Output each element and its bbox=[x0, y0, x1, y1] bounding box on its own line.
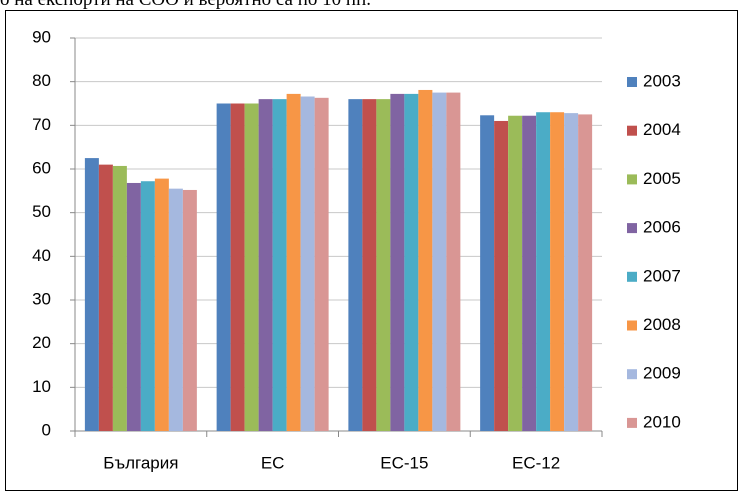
legend-label: 2005 bbox=[643, 169, 681, 188]
bar bbox=[300, 96, 315, 431]
bar bbox=[286, 93, 301, 431]
bar bbox=[508, 115, 523, 431]
bar bbox=[522, 115, 537, 431]
y-tick-label: 40 bbox=[32, 246, 51, 265]
bar bbox=[550, 112, 565, 431]
y-tick-label: 80 bbox=[32, 71, 51, 90]
header-strip: о на експорти на СОО и вероятно са по 10… bbox=[0, 0, 739, 9]
bar bbox=[84, 158, 99, 432]
bar bbox=[140, 181, 155, 431]
bar bbox=[362, 99, 377, 431]
legend-swatch bbox=[627, 417, 637, 428]
y-tick-label: 60 bbox=[32, 158, 51, 177]
bar bbox=[98, 164, 113, 431]
y-tick-label: 0 bbox=[42, 420, 51, 439]
bar bbox=[578, 114, 593, 432]
y-tick-label: 10 bbox=[32, 377, 51, 396]
bar bbox=[314, 97, 329, 431]
bar bbox=[432, 92, 447, 431]
bar bbox=[258, 99, 273, 431]
x-tick-label: ЕС-15 bbox=[380, 453, 428, 472]
bar bbox=[418, 89, 433, 432]
bar bbox=[494, 120, 509, 431]
legend-label: 2006 bbox=[643, 218, 681, 237]
legend-label: 2008 bbox=[643, 315, 681, 334]
legend-label: 2010 bbox=[643, 412, 681, 431]
bar bbox=[564, 113, 579, 432]
bar bbox=[168, 188, 183, 431]
y-tick-label: 70 bbox=[32, 115, 51, 134]
legend-label: 2009 bbox=[643, 364, 681, 383]
y-tick-label: 20 bbox=[32, 333, 51, 352]
y-tick-label: 90 bbox=[32, 27, 51, 46]
legend-swatch bbox=[627, 320, 637, 331]
bar bbox=[446, 92, 461, 431]
bar bbox=[216, 103, 231, 431]
legend-label: 2007 bbox=[643, 266, 681, 285]
bar bbox=[272, 99, 287, 431]
header-text: о на експорти на СОО и вероятно са по 10… bbox=[0, 0, 371, 9]
bar bbox=[390, 93, 405, 431]
legend-swatch bbox=[627, 369, 637, 380]
legend-swatch bbox=[627, 223, 637, 234]
x-tick-label: България bbox=[103, 453, 178, 472]
bar bbox=[112, 165, 127, 431]
x-tick-label: ЕС-12 bbox=[512, 453, 560, 472]
bar bbox=[348, 99, 363, 431]
bar bbox=[244, 103, 259, 431]
x-tick-label: ЕС bbox=[261, 453, 285, 472]
bar bbox=[404, 93, 419, 431]
legend-swatch bbox=[627, 271, 637, 282]
y-tick-label: 50 bbox=[32, 202, 51, 221]
bar bbox=[480, 115, 495, 431]
bar bbox=[182, 189, 197, 431]
legend-swatch bbox=[627, 77, 637, 87]
bar bbox=[126, 182, 141, 431]
y-tick-label: 30 bbox=[32, 289, 51, 308]
bar bbox=[230, 103, 245, 431]
legend-label: 2003 bbox=[643, 71, 681, 90]
legend-swatch bbox=[627, 174, 637, 185]
bar bbox=[376, 99, 391, 431]
bar bbox=[536, 112, 551, 431]
legend-swatch bbox=[627, 125, 637, 136]
legend-label: 2004 bbox=[643, 120, 681, 139]
bar bbox=[154, 178, 169, 431]
